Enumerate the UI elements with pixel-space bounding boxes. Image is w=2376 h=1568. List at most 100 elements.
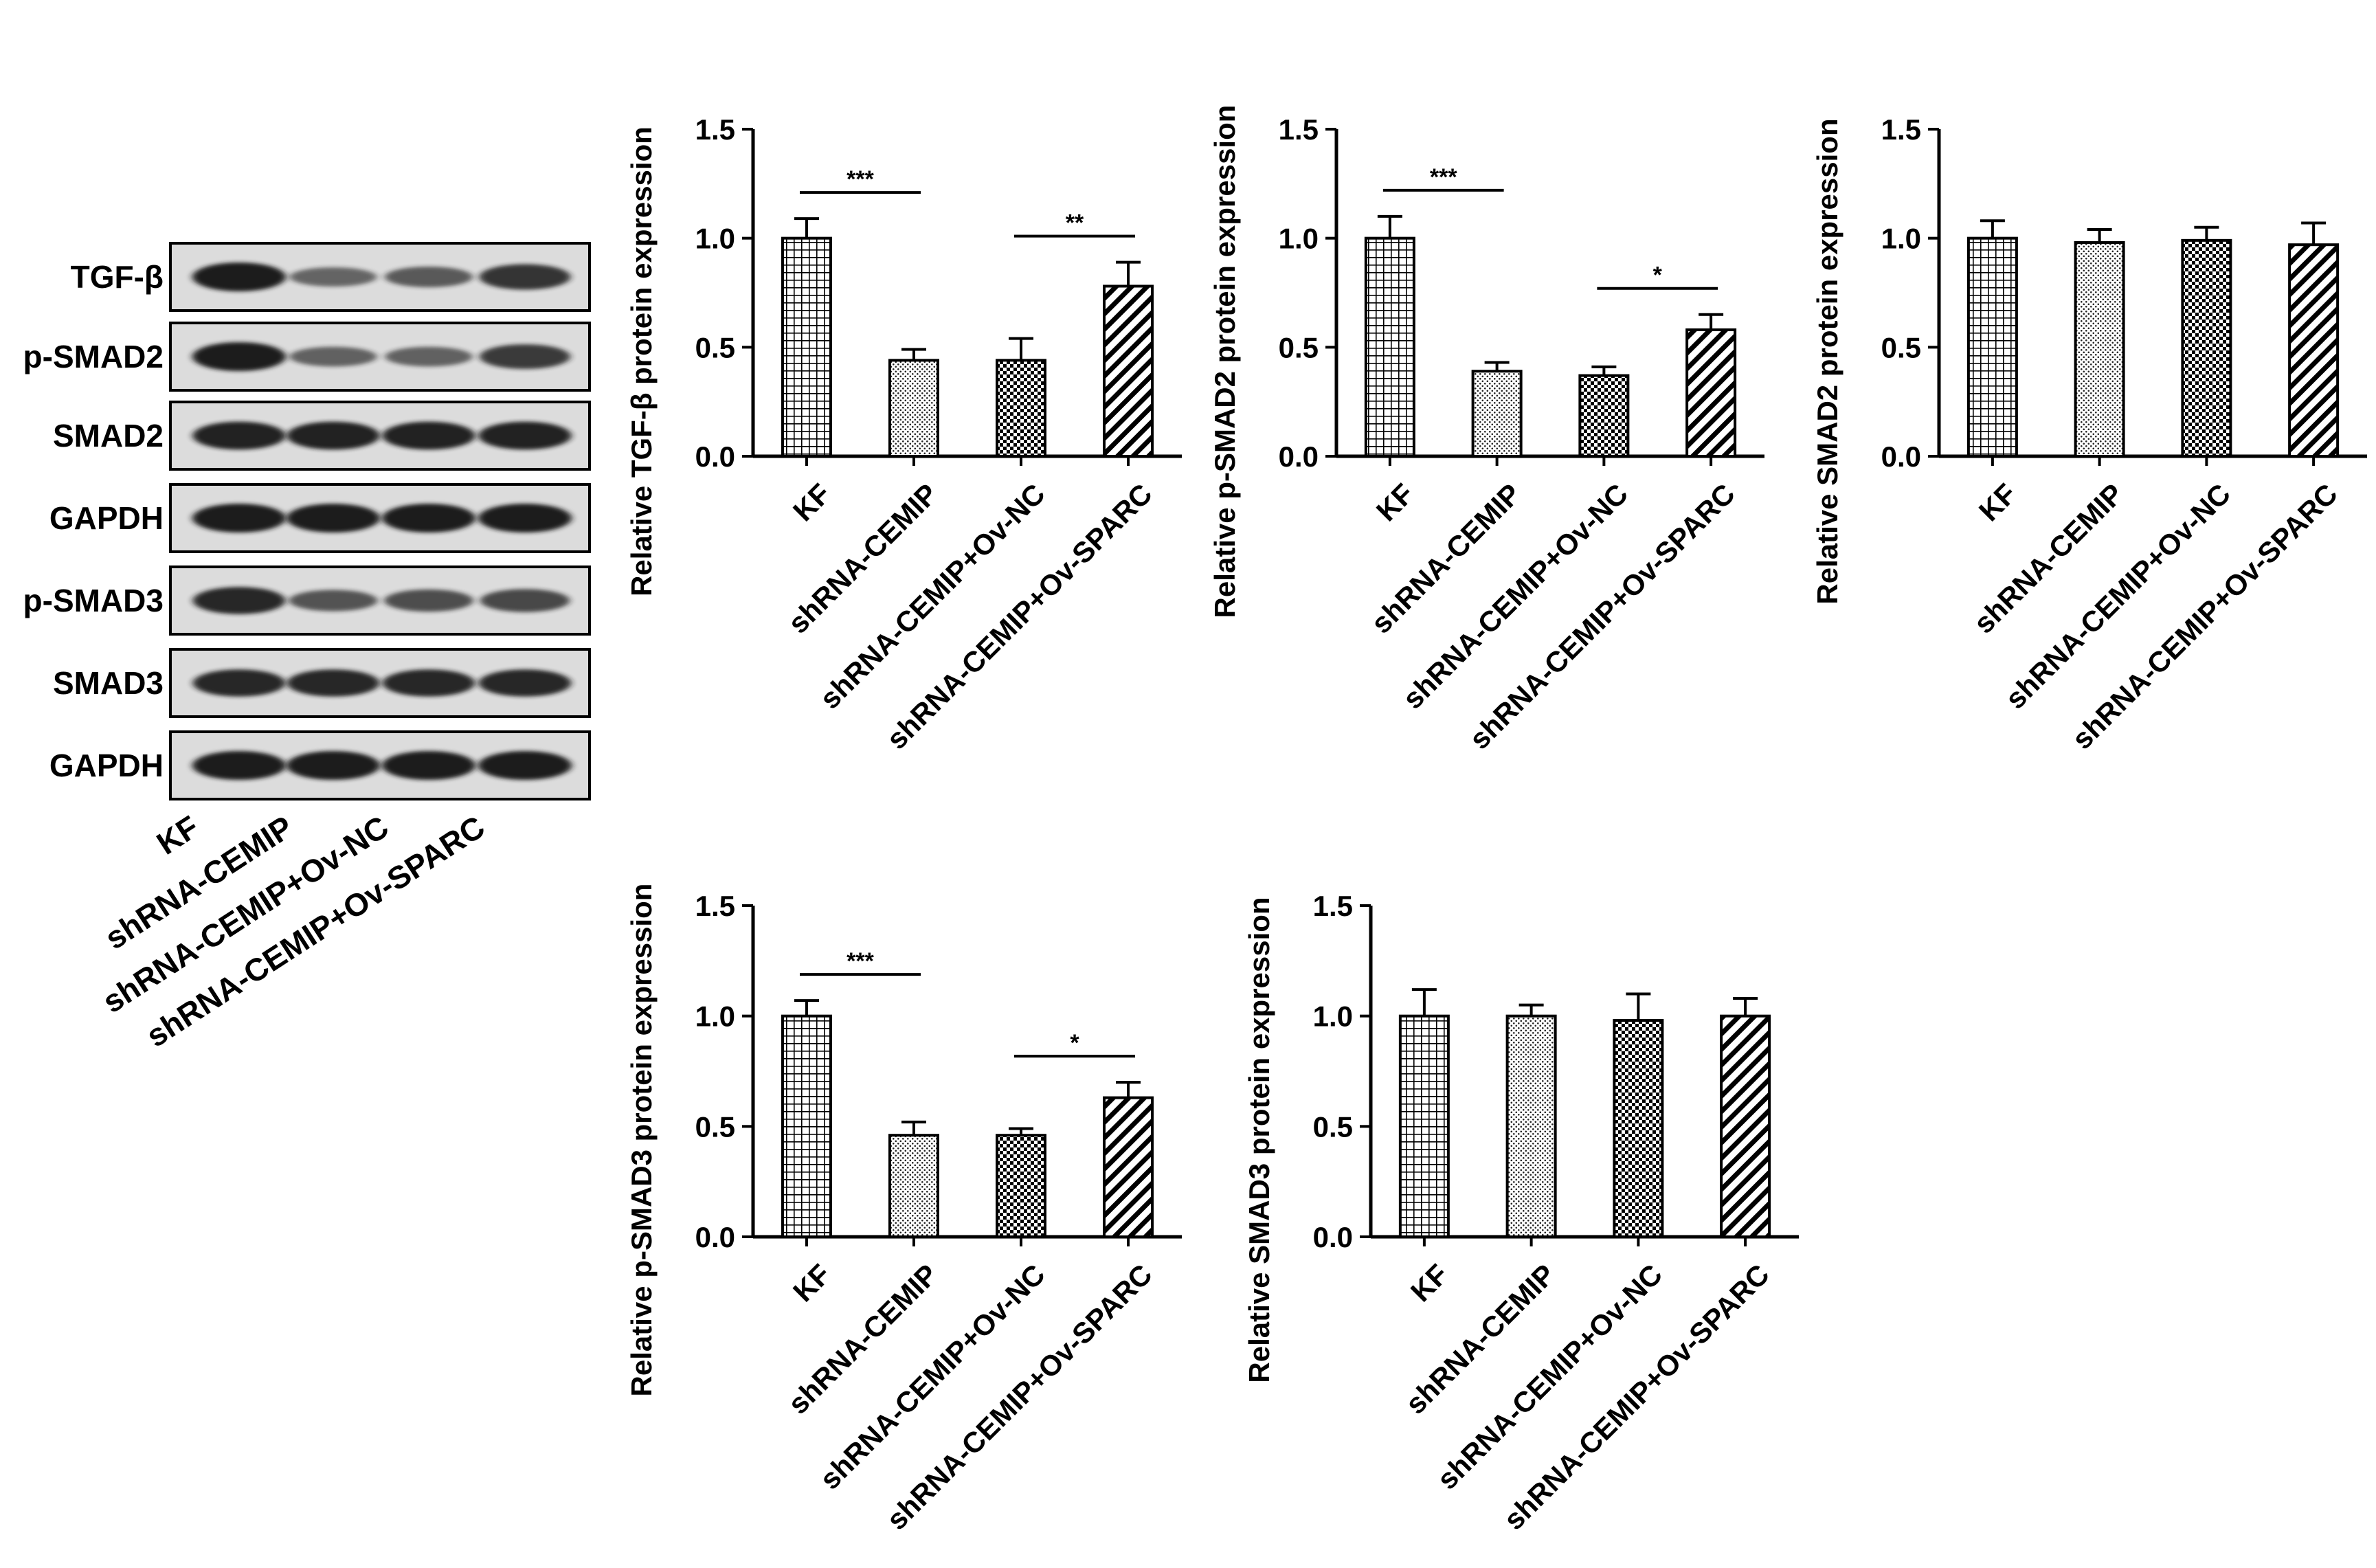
blot-band: [382, 421, 475, 450]
y-tick-label: 0.5: [1881, 331, 1921, 363]
y-tick-label: 0.0: [695, 1221, 735, 1253]
bar-shrna-cemip: [1505, 1014, 1557, 1238]
blot-band: [382, 751, 475, 780]
blot-row-label: SMAD3: [53, 665, 164, 701]
blot-row-smad3-5: SMAD3: [53, 648, 591, 718]
x-tick-label: shRNA-CEMIP+Ov-NC: [1431, 1258, 1668, 1496]
blot-band: [192, 421, 286, 450]
x-tick-label: KF: [787, 478, 837, 528]
blot-band: [287, 421, 380, 450]
blot-row-label: GAPDH: [49, 500, 164, 536]
bar-kf: [781, 1014, 832, 1238]
y-axis-label: Relative p-SMAD2 protein expression: [1209, 105, 1241, 618]
blot-row-label: TGF-β: [71, 259, 164, 295]
y-axis-label: Relative SMAD2 protein expression: [1811, 118, 1843, 604]
blot-row-tgf-0: TGF-β: [71, 242, 591, 312]
chart-smad2: 0.0 0.5 1.0 1.5 Relative SMAD2 protein expre…: [1811, 113, 2367, 755]
blot-band: [287, 751, 380, 780]
significance-label: ***: [1430, 164, 1457, 190]
bar-shrna-cemip-ov-sparc: [1720, 1014, 1771, 1238]
blot-band: [480, 589, 570, 612]
bar-kf: [781, 236, 832, 458]
blot-row-label: p-SMAD2: [23, 339, 164, 374]
blot-band: [289, 590, 378, 612]
bar-shrna-cemip-ov-nc: [1613, 1019, 1664, 1239]
bar-kf: [1398, 1014, 1450, 1238]
blot-row-gapdh-6: GAPDH: [49, 730, 591, 800]
blot-band: [287, 669, 380, 697]
bar-kf: [1966, 236, 2018, 458]
chart-p-smad3: 0.0 0.5 1.0 1.5 Relative p-SMAD3 protein exp…: [625, 884, 1182, 1536]
y-tick-label: 0.5: [695, 331, 735, 363]
significance-label: ***: [847, 948, 874, 974]
blot-row-label: GAPDH: [49, 748, 164, 783]
chart-smad3: 0.0 0.5 1.0 1.5 Relative SMAD3 protein expre…: [1243, 890, 1799, 1536]
bar-shrna-cemip-ov-nc: [1578, 374, 1630, 458]
x-tick-label: shRNA-CEMIP+Ov-NC: [814, 1258, 1051, 1496]
blot-band: [385, 346, 473, 367]
blot-band: [382, 504, 475, 533]
western-blot-panel: TGF-β p-SMAD2 SMAD2 GAPDH p-SMAD3 SMAD3 GAPDH K…: [23, 242, 591, 1054]
y-axis-label: Relative SMAD3 protein expression: [1243, 897, 1275, 1382]
x-tick-label: KF: [1404, 1258, 1455, 1308]
bar-shrna-cemip: [1471, 370, 1523, 458]
y-tick-label: 1.5: [695, 113, 735, 146]
blot-band: [192, 587, 286, 614]
blot-band: [385, 267, 473, 287]
x-tick-label: shRNA-CEMIP+Ov-NC: [1999, 478, 2237, 715]
y-tick-label: 0.0: [695, 440, 735, 473]
bar-shrna-cemip: [888, 1134, 939, 1238]
blot-band: [192, 342, 286, 371]
bar-shrna-cemip-ov-sparc: [1103, 284, 1154, 458]
bar-kf: [1364, 236, 1415, 458]
blot-band: [382, 669, 475, 697]
y-tick-label: 1.5: [1279, 113, 1319, 146]
blot-band: [384, 589, 473, 612]
blot-band: [287, 504, 380, 533]
blot-band: [478, 504, 572, 533]
blot-band: [192, 669, 286, 697]
bar-shrna-cemip-ov-sparc: [2288, 243, 2340, 458]
bar-shrna-cemip-ov-nc: [996, 359, 1046, 458]
blot-band: [192, 504, 286, 533]
bar-shrna-cemip-ov-nc: [2181, 238, 2232, 458]
x-tick-label: KF: [1973, 478, 2023, 528]
blot-band: [192, 751, 286, 780]
blot-row-label: p-SMAD3: [23, 583, 164, 618]
blot-row-p-smad3-4: p-SMAD3: [23, 565, 591, 636]
x-tick-label: KF: [787, 1258, 837, 1308]
y-tick-label: 1.0: [1279, 223, 1319, 255]
y-tick-label: 1.0: [1313, 1000, 1353, 1033]
x-tick-label: shRNA-CEMIP+Ov-NC: [814, 478, 1051, 715]
blot-band: [479, 264, 571, 290]
blot-band: [480, 344, 570, 369]
y-tick-label: 1.5: [695, 890, 735, 922]
y-tick-label: 1.0: [695, 223, 735, 255]
chart-tgf-beta: 0.0 0.5 1.0 1.5 Relative TGF-β protein expre…: [625, 113, 1182, 755]
bar-shrna-cemip-ov-sparc: [1103, 1096, 1154, 1239]
blot-band: [478, 669, 572, 697]
bar-shrna-cemip-ov-nc: [996, 1134, 1046, 1238]
blot-band: [289, 267, 377, 287]
x-tick-label: shRNA-CEMIP+Ov-NC: [1396, 478, 1634, 715]
y-tick-label: 0.0: [1881, 440, 1921, 473]
bar-shrna-cemip-ov-sparc: [1685, 328, 1737, 458]
blot-lane-label: KF: [150, 809, 205, 862]
y-tick-label: 0.0: [1313, 1221, 1353, 1253]
significance-label: ***: [847, 166, 874, 192]
blot-row-smad2-2: SMAD2: [53, 401, 591, 471]
significance-label: *: [1653, 262, 1663, 289]
blot-band: [478, 751, 572, 780]
significance-label: *: [1070, 1030, 1079, 1056]
blot-row-p-smad2-1: p-SMAD2: [23, 322, 591, 392]
blot-row-label: SMAD2: [53, 418, 164, 453]
y-tick-label: 0.0: [1279, 440, 1319, 473]
y-tick-label: 1.5: [1313, 890, 1353, 922]
y-tick-label: 1.0: [695, 1000, 735, 1033]
x-tick-label: KF: [1370, 478, 1420, 528]
chart-p-smad2: 0.0 0.5 1.0 1.5 Relative p-SMAD2 protein exp…: [1209, 105, 1764, 755]
blot-row-gapdh-3: GAPDH: [49, 483, 591, 553]
blot-band: [192, 262, 286, 291]
y-tick-label: 0.5: [1313, 1110, 1353, 1143]
